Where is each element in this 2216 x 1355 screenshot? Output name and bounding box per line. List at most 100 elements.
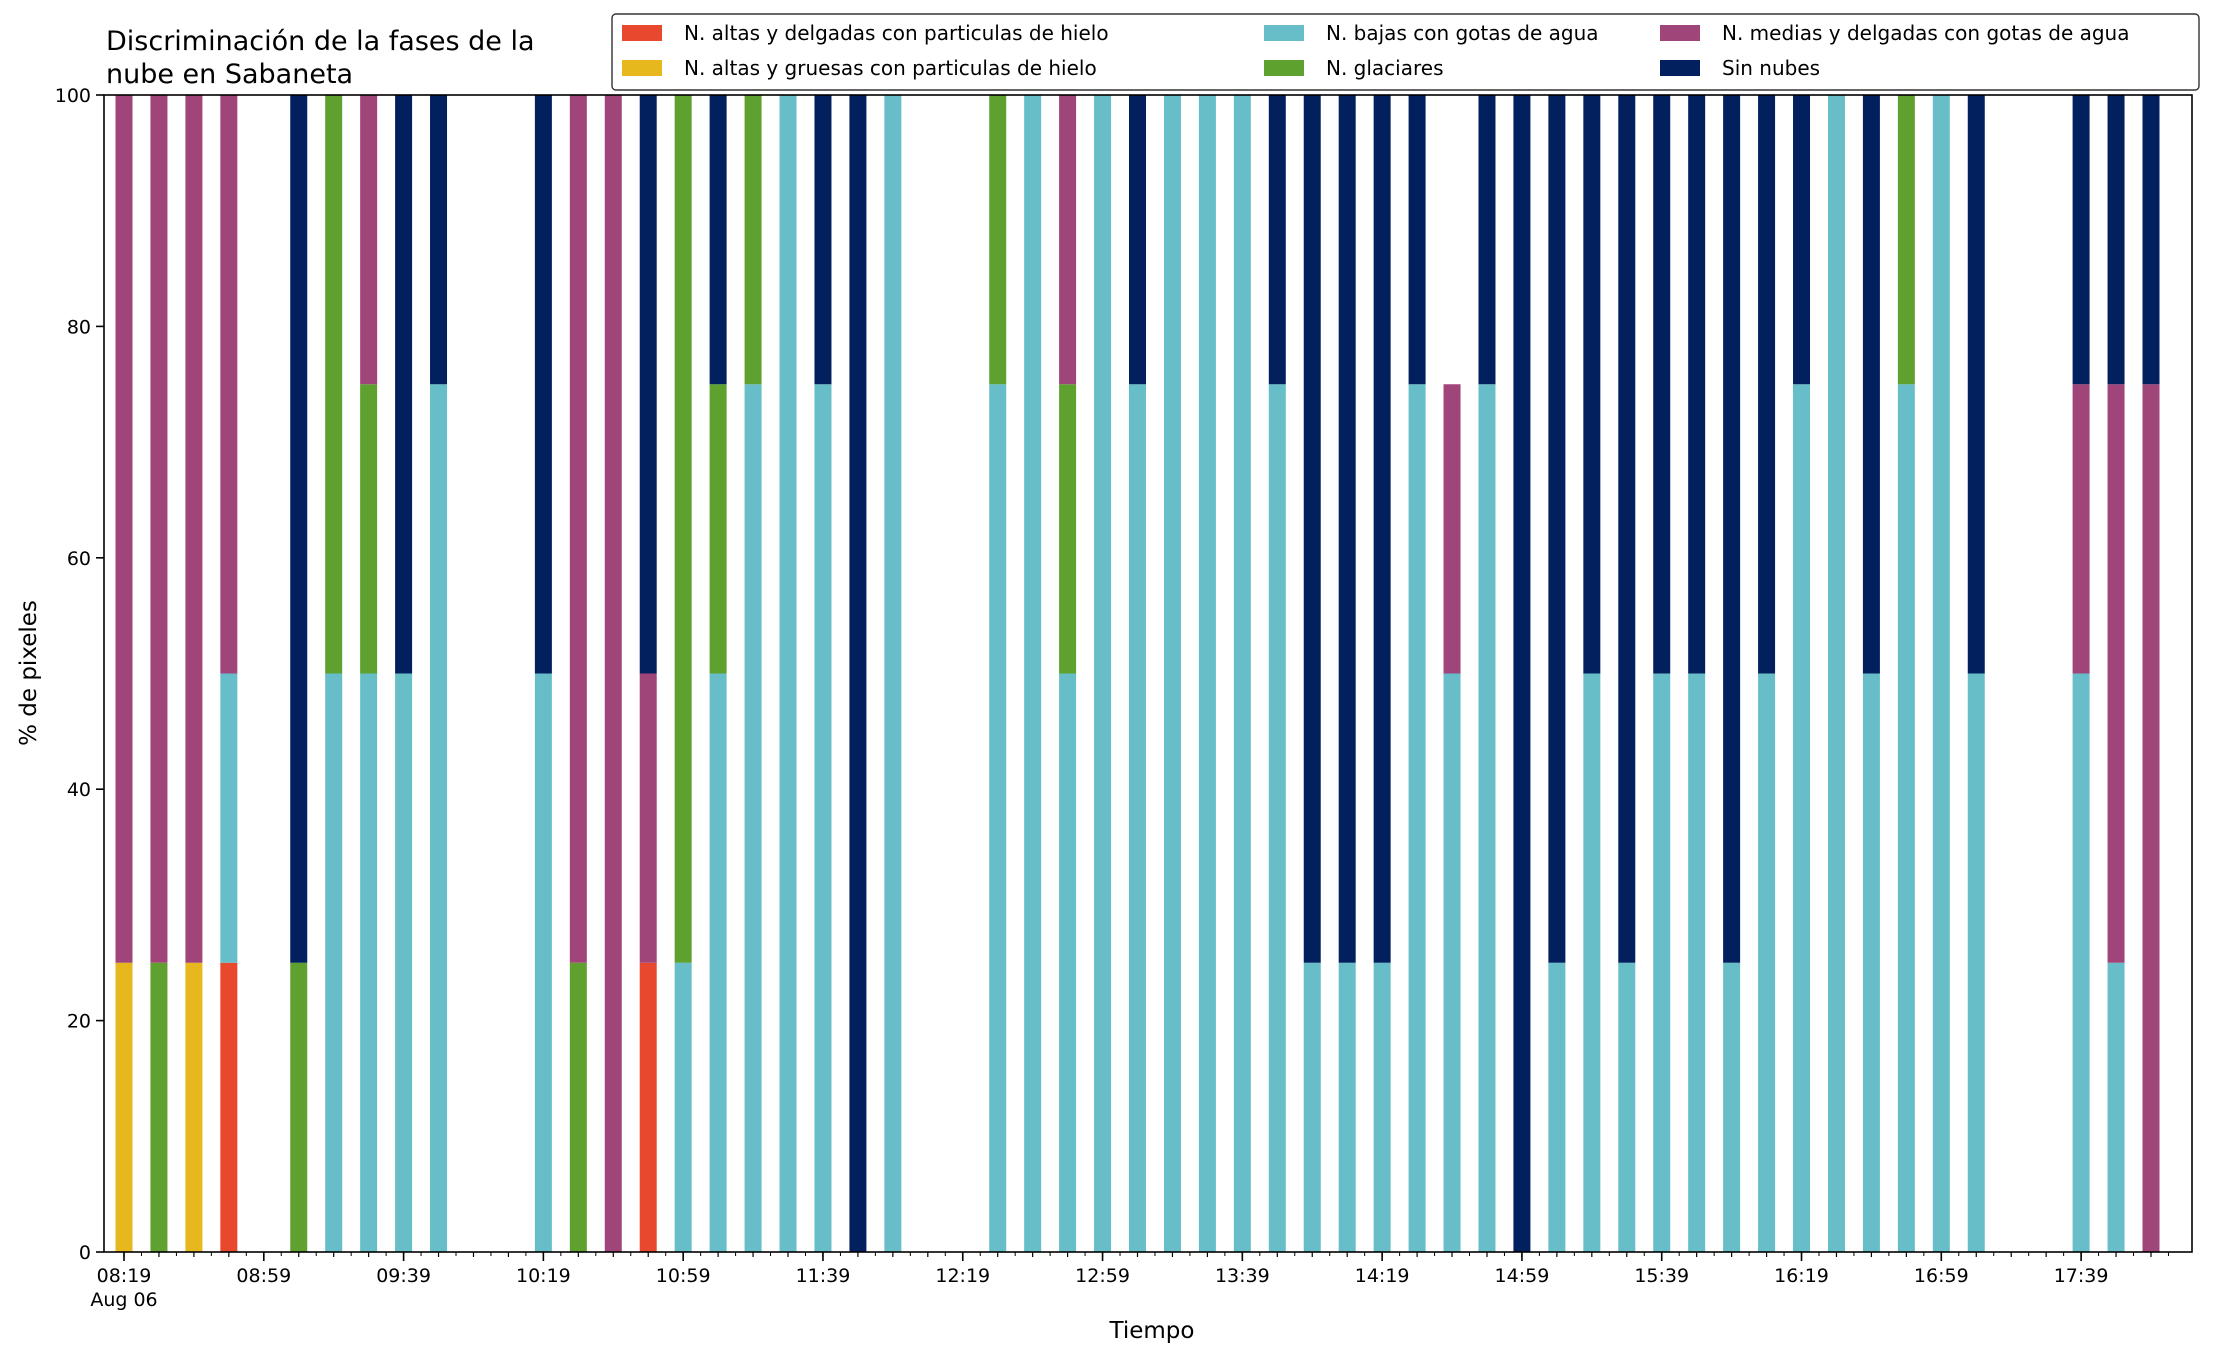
bar-segment bbox=[1513, 95, 1531, 1252]
bar-segment bbox=[709, 384, 727, 674]
x-tick-label: 12:19 bbox=[935, 1265, 990, 1287]
legend-label: N. bajas con gotas de agua bbox=[1326, 21, 1599, 45]
bar-segment bbox=[569, 95, 587, 963]
bar-segment bbox=[1723, 95, 1741, 963]
x-tick-label: 14:19 bbox=[1355, 1265, 1410, 1287]
y-tick-label: 100 bbox=[55, 85, 91, 107]
bar-segment bbox=[1862, 673, 1880, 1252]
y-tick-label: 80 bbox=[67, 316, 91, 338]
legend-frame bbox=[611, 13, 2200, 91]
bar-segment bbox=[430, 95, 448, 385]
bar-segment bbox=[1862, 95, 1880, 674]
legend-label: N. altas y gruesas con particulas de hie… bbox=[684, 56, 1097, 80]
bar-segment bbox=[1129, 384, 1146, 1252]
bar-segment bbox=[1094, 95, 1112, 1252]
legend-swatch bbox=[622, 60, 662, 76]
bar-segment bbox=[1967, 673, 1985, 1252]
bar-segment bbox=[325, 673, 343, 1252]
legend-swatch bbox=[1660, 60, 1700, 76]
bar-segment bbox=[639, 673, 657, 963]
x-tick-label: 09:39 bbox=[376, 1265, 431, 1287]
bar-segment bbox=[1967, 95, 1985, 674]
y-axis-label: % de pixeles bbox=[16, 600, 42, 746]
bar-segment bbox=[674, 95, 692, 963]
bar-segment bbox=[325, 95, 343, 674]
bar-segment bbox=[1758, 95, 1776, 674]
bar-segment bbox=[989, 95, 1007, 385]
bar-segment bbox=[1338, 95, 1356, 963]
bar-segment bbox=[1618, 962, 1636, 1252]
bar-segment bbox=[1688, 95, 1706, 674]
bar-segment bbox=[744, 384, 762, 1252]
legend-items: N. altas y delgadas con particulas de hi… bbox=[622, 21, 2130, 80]
plot-frame bbox=[103, 94, 2193, 1253]
bar-segment bbox=[2072, 673, 2090, 1252]
bar-segment bbox=[674, 962, 692, 1252]
x-tick-label: 17:39 bbox=[2054, 1265, 2109, 1287]
bar-segment bbox=[1478, 95, 1496, 385]
bar-segment bbox=[744, 95, 762, 385]
bar-segment bbox=[2072, 95, 2090, 385]
bar-segment bbox=[1129, 95, 1146, 385]
bar-segment bbox=[709, 673, 727, 1252]
bar-segment bbox=[220, 95, 238, 674]
bar-segment bbox=[2107, 962, 2125, 1252]
legend: N. altas y delgadas con particulas de hi… bbox=[611, 13, 2200, 91]
bar-segment bbox=[1373, 962, 1391, 1252]
bar-segment bbox=[220, 962, 238, 1252]
y-tick-label: 0 bbox=[79, 1242, 91, 1264]
bar-segment bbox=[220, 673, 238, 963]
legend-swatch bbox=[1660, 25, 1700, 41]
bar-segment bbox=[360, 384, 378, 674]
bar-segment bbox=[430, 384, 448, 1252]
bar-segment bbox=[115, 962, 133, 1252]
bar-segment bbox=[2142, 95, 2160, 385]
x-tick-label: 11:39 bbox=[796, 1265, 851, 1287]
bar-segment bbox=[1059, 673, 1077, 1252]
x-tick-label: 12:59 bbox=[1075, 1265, 1130, 1287]
x-tick-label: 08:19 bbox=[97, 1265, 152, 1287]
bar-segment bbox=[1163, 95, 1181, 1252]
bar-segment bbox=[2072, 384, 2090, 674]
bar-segment bbox=[1827, 95, 1845, 1252]
bar-segment bbox=[1303, 962, 1321, 1252]
chart-title-line-2: nube en Sabaneta bbox=[106, 59, 353, 90]
bar-segment bbox=[1059, 384, 1077, 674]
legend-label: N. medias y delgadas con gotas de agua bbox=[1722, 21, 2130, 45]
bar-segment bbox=[1932, 95, 1950, 1252]
bar-segment bbox=[290, 95, 308, 963]
legend-label: N. glaciares bbox=[1326, 56, 1444, 80]
bars-layer bbox=[115, 95, 2160, 1252]
bar-segment bbox=[1478, 384, 1496, 1252]
bar-segment bbox=[185, 95, 203, 963]
legend-label: Sin nubes bbox=[1722, 56, 1820, 80]
bar-segment bbox=[1583, 95, 1601, 674]
legend-swatch bbox=[1264, 60, 1304, 76]
x-tick-label: 10:59 bbox=[656, 1265, 711, 1287]
bar-segment bbox=[1618, 95, 1636, 963]
bar-segment bbox=[1653, 673, 1671, 1252]
x-tick-label: 16:19 bbox=[1774, 1265, 1829, 1287]
bar-segment bbox=[779, 95, 797, 1252]
bar-segment bbox=[1303, 95, 1321, 963]
legend-label: N. altas y delgadas con particulas de hi… bbox=[684, 21, 1109, 45]
bar-segment bbox=[150, 95, 168, 963]
bar-segment bbox=[989, 384, 1007, 1252]
chart-title-line-1: Discriminación de la fases de la bbox=[106, 26, 535, 57]
bar-segment bbox=[1548, 95, 1566, 963]
bar-segment bbox=[2142, 384, 2160, 1252]
bar-segment bbox=[1443, 384, 1461, 674]
bar-segment bbox=[1583, 673, 1601, 1252]
x-tick-label: 14:59 bbox=[1495, 1265, 1550, 1287]
bar-segment bbox=[534, 673, 552, 1252]
bar-segment bbox=[1688, 673, 1706, 1252]
bar-segment bbox=[360, 95, 378, 385]
bar-segment bbox=[115, 95, 133, 963]
bar-segment bbox=[1897, 95, 1915, 385]
bar-segment bbox=[1408, 384, 1426, 1252]
bar-segment bbox=[884, 95, 902, 1252]
bar-segment bbox=[814, 384, 832, 1252]
x-tick-label: 16:59 bbox=[1914, 1265, 1969, 1287]
